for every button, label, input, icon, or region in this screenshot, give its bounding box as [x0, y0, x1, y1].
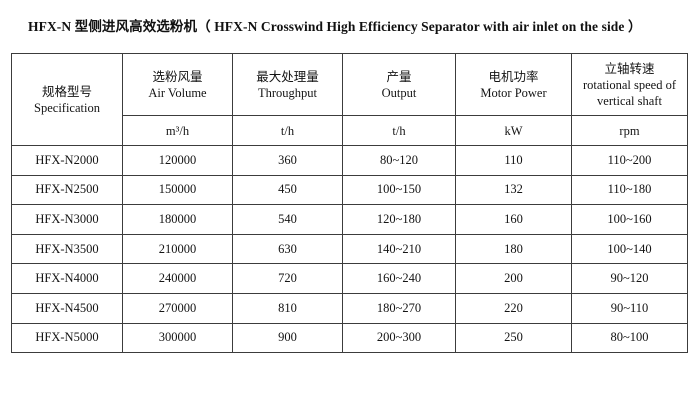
- col-header-output-cn: 产量: [386, 69, 412, 84]
- table-cell: 540: [232, 204, 343, 235]
- table-cell: 80~100: [571, 322, 688, 354]
- header-row-units: m³/h t/h t/h kW rpm: [12, 115, 688, 146]
- table-cell: 120000: [122, 145, 233, 176]
- col-header-motor-power-cn: 电机功率: [488, 69, 539, 84]
- spec-model-cell: HFX-N2000: [11, 145, 123, 176]
- col-header-output-en: Output: [381, 85, 417, 100]
- table-cell: 270000: [122, 292, 233, 324]
- unit-throughput: t/h: [232, 115, 343, 146]
- table-cell: 300000: [122, 322, 233, 354]
- table-cell: 250: [455, 322, 572, 354]
- table-cell: 110~180: [571, 174, 688, 206]
- table-cell: 160: [455, 204, 572, 235]
- spec-model-cell: HFX-N3500: [11, 233, 123, 265]
- header-row-names: 规格型号 Specification 选粉风量 Air Volume 最大处理量…: [11, 53, 688, 146]
- col-header-throughput-cn: 最大处理量: [256, 69, 319, 84]
- col-header-throughput: 最大处理量 Throughput: [232, 53, 343, 116]
- spec-model-cell: HFX-N5000: [11, 322, 123, 354]
- spec-model-cell: HFX-N4000: [11, 263, 123, 294]
- col-header-motor-power-en: Motor Power: [480, 85, 547, 100]
- table-row: HFX-N5000 300000 900 200~300 250 80~100: [11, 322, 688, 354]
- table-cell: 810: [232, 292, 343, 324]
- table-row: HFX-N4500 270000 810 180~270 220 90~110: [11, 292, 688, 324]
- table-cell: 110~200: [571, 145, 688, 176]
- table-cell: 90~110: [571, 292, 688, 324]
- table-cell: 200~300: [342, 322, 456, 354]
- spec-model-cell: HFX-N4500: [11, 292, 123, 324]
- table-cell: 120~180: [342, 204, 456, 235]
- col-header-air-volume-cn: 选粉风量: [152, 69, 203, 84]
- page-title: HFX-N 型侧进风高效选粉机（ HFX-N Crosswind High Ef…: [28, 19, 642, 34]
- unit-rotational-speed: rpm: [571, 115, 688, 146]
- table-cell: 90~120: [571, 263, 688, 294]
- table-row: HFX-N4000 240000 720 160~240 200 90~120: [11, 263, 688, 294]
- col-header-specification-cn: 规格型号: [41, 84, 92, 99]
- table-cell: 110: [455, 145, 572, 176]
- spec-model-cell: HFX-N3000: [11, 204, 123, 235]
- col-header-air-volume-en: Air Volume: [148, 85, 207, 100]
- table-cell: 180000: [122, 204, 233, 235]
- table-cell: 360: [232, 145, 343, 176]
- table-cell: 132: [455, 174, 572, 206]
- col-header-specification: 规格型号 Specification: [11, 53, 123, 146]
- table-cell: 140~210: [342, 233, 456, 265]
- table-row: HFX-N3500 210000 630 140~210 180 100~140: [11, 233, 688, 265]
- table-cell: 210000: [122, 233, 233, 265]
- table-cell: 100~160: [571, 204, 688, 235]
- table-cell: 900: [232, 322, 343, 354]
- table-cell: 720: [232, 263, 343, 294]
- col-header-output: 产量 Output: [342, 53, 456, 116]
- table-row: HFX-N2000 120000 360 80~120 110 110~200: [11, 145, 688, 176]
- table-row: HFX-N2500 150000 450 100~150 132 110~180: [11, 174, 688, 206]
- col-header-rotational-speed: 立轴转速 rotational speed of vertical shaft: [571, 53, 688, 116]
- table-cell: 220: [455, 292, 572, 324]
- unit-motor-power: kW: [455, 115, 572, 146]
- col-header-throughput-en: Throughput: [257, 85, 318, 100]
- spec-model-cell: HFX-N2500: [11, 174, 123, 206]
- unit-air-volume: m³/h: [122, 115, 233, 146]
- table-cell: 450: [232, 174, 343, 206]
- col-header-rotational-speed-en: rotational speed of vertical shaft: [582, 77, 677, 108]
- spec-table: 规格型号 Specification 选粉风量 Air Volume 最大处理量…: [11, 53, 688, 354]
- table-cell: 180: [455, 233, 572, 265]
- table-row: HFX-N3000 180000 540 120~180 160 100~160: [11, 204, 688, 235]
- table-cell: 100~140: [571, 233, 688, 265]
- table-cell: 100~150: [342, 174, 456, 206]
- table-body: HFX-N2000 120000 360 80~120 110 110~200 HFX-N2…: [11, 145, 688, 354]
- table-cell: 150000: [122, 174, 233, 206]
- table-cell: 160~240: [342, 263, 456, 294]
- col-header-rotational-speed-cn: 立轴转速: [604, 61, 655, 76]
- col-header-motor-power: 电机功率 Motor Power: [455, 53, 572, 116]
- col-header-air-volume: 选粉风量 Air Volume: [122, 53, 233, 116]
- table-cell: 240000: [122, 263, 233, 294]
- col-header-specification-en: Specification: [34, 100, 100, 115]
- table-cell: 80~120: [342, 145, 456, 176]
- table-cell: 180~270: [342, 292, 456, 324]
- table-cell: 630: [232, 233, 343, 265]
- unit-output: t/h: [342, 115, 456, 146]
- table-cell: 200: [455, 263, 572, 294]
